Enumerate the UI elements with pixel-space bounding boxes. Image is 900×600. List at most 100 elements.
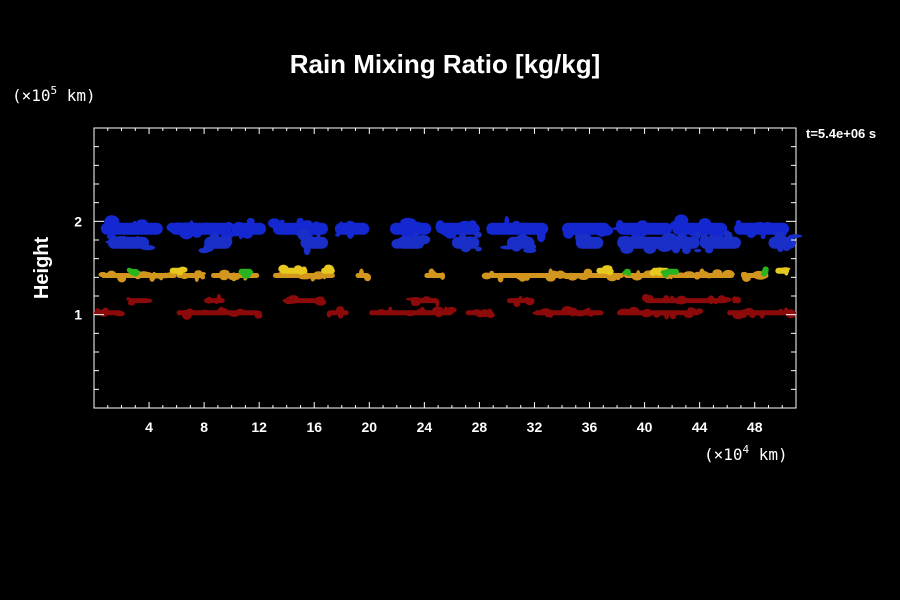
rain-blob <box>704 246 714 254</box>
rain-blob <box>656 228 668 233</box>
rain-blob <box>198 247 210 254</box>
rain-cell <box>198 233 233 254</box>
rain-blob <box>279 219 285 224</box>
rain-blob <box>718 295 726 301</box>
rain-blob <box>297 229 311 241</box>
rain-blob <box>316 232 321 238</box>
rain-blob <box>284 300 294 305</box>
rain-cell <box>481 268 568 283</box>
rain-blob <box>588 224 594 230</box>
rain-blob <box>200 274 206 280</box>
x-tick-label: 32 <box>527 419 543 435</box>
rain-blob <box>515 222 524 228</box>
x-axis-ticks: 4 8 12 16 20 24 28 32 36 40 44 48 <box>93 128 797 435</box>
rain-blob <box>241 230 253 239</box>
rain-cell <box>297 229 328 256</box>
rain-blob <box>675 233 688 246</box>
rain-blob <box>302 220 312 225</box>
rain-cell <box>369 306 457 318</box>
rain-blob <box>643 243 657 254</box>
rain-blob <box>355 227 364 235</box>
rain-cell <box>100 215 163 240</box>
rain-blob <box>428 268 435 277</box>
rain-blob <box>106 270 117 278</box>
rain-blob <box>548 268 553 277</box>
rain-blob <box>619 308 630 312</box>
rain-blob <box>532 311 542 315</box>
rain-blob <box>339 221 344 231</box>
rain-blob <box>232 221 246 233</box>
rain-blob <box>574 312 586 317</box>
rain-blob <box>661 232 677 242</box>
rain-cell <box>670 268 735 280</box>
rain-blob <box>670 220 681 230</box>
rain-blob <box>545 273 556 282</box>
rain-blob <box>458 232 467 245</box>
x-tick-label: 28 <box>472 419 488 435</box>
y-unit-suffix: km) <box>57 86 96 105</box>
rain-blob <box>218 271 226 277</box>
rain-blob <box>474 231 482 238</box>
rain-blob <box>735 226 745 232</box>
rain-blob <box>297 222 302 233</box>
rain-blob <box>228 312 240 317</box>
rain-cell <box>465 308 495 319</box>
rain-blob <box>761 271 767 277</box>
rain-blob <box>179 222 193 227</box>
rain-blob <box>694 298 704 303</box>
rain-blob <box>200 222 214 232</box>
rain-blob <box>359 268 364 278</box>
rain-cell <box>326 306 349 319</box>
rain-blob <box>744 308 754 313</box>
rain-blob <box>104 215 120 228</box>
rain-band <box>100 214 790 243</box>
rain-blob <box>713 300 718 305</box>
rain-blob <box>135 235 140 244</box>
rain-blob <box>273 223 280 230</box>
rain-blob <box>211 241 217 249</box>
rain-blob <box>664 311 670 320</box>
rain-blob <box>760 232 766 240</box>
rain-blob <box>762 266 769 273</box>
rain-blob <box>144 271 152 277</box>
rain-blob <box>416 308 427 314</box>
rain-blob <box>525 298 535 306</box>
rain-cell <box>94 307 125 317</box>
rain-blob <box>130 268 140 277</box>
rain-cell <box>617 230 702 255</box>
x-tick-label: 8 <box>200 419 208 435</box>
rain-blob <box>615 220 624 233</box>
rain-cell <box>238 268 254 279</box>
rain-blob <box>642 308 653 318</box>
rain-blob <box>249 221 255 235</box>
rain-blob <box>515 234 530 245</box>
rain-blob <box>166 222 179 233</box>
rain-cell <box>204 294 225 305</box>
rain-blob <box>98 272 108 278</box>
rain-blob <box>569 274 575 278</box>
y-unit-prefix: (×10 <box>12 86 51 105</box>
rain-blob <box>100 225 117 231</box>
rain-blob <box>698 218 712 229</box>
rain-blob <box>443 310 454 316</box>
rain-blob <box>312 271 325 280</box>
rain-blob <box>294 265 303 271</box>
rain-blob <box>612 227 622 231</box>
x-unit-exponent: 4 <box>743 443 750 456</box>
rain-blob <box>475 311 485 318</box>
rain-blob <box>561 305 574 315</box>
x-tick-label: 16 <box>306 419 322 435</box>
rain-blob <box>127 300 136 306</box>
rain-blob <box>310 239 325 244</box>
rain-cell <box>660 268 679 278</box>
rain-blob <box>194 274 199 283</box>
rain-blob <box>223 235 233 247</box>
rain-blob <box>179 226 194 240</box>
rain-blob <box>145 298 153 303</box>
rain-blob <box>120 226 133 233</box>
rain-blob <box>140 244 156 251</box>
y-tick-label: 2 <box>74 213 82 229</box>
rain-blob <box>748 310 757 319</box>
rain-blob <box>306 249 311 253</box>
rain-blob <box>241 269 252 279</box>
